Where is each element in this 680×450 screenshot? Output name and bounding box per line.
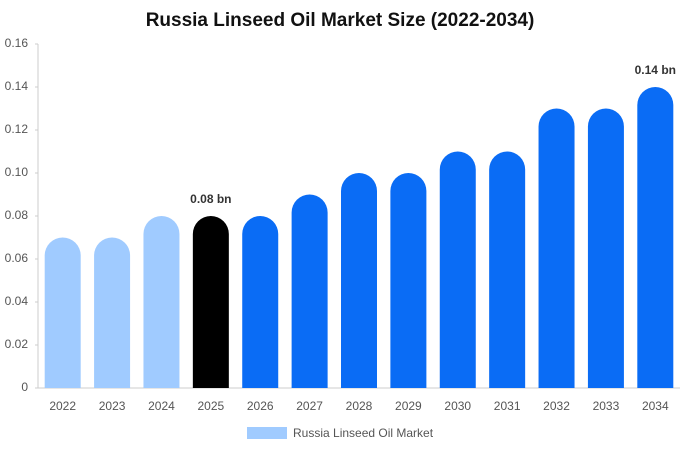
x-tick-label: 2027 [296, 399, 323, 413]
y-tick-label: 0.16 [5, 36, 29, 50]
bar [94, 237, 131, 388]
bar [143, 216, 180, 388]
x-tick-label: 2023 [99, 399, 126, 413]
data-label: 0.14 bn [635, 63, 676, 77]
bar [44, 237, 81, 388]
legend-swatch [247, 427, 287, 439]
legend-label: Russia Linseed Oil Market [293, 426, 434, 440]
x-tick-label: 2032 [543, 399, 570, 413]
bar [538, 108, 575, 388]
y-tick-label: 0.12 [5, 122, 29, 136]
x-tick-label: 2030 [444, 399, 471, 413]
y-tick-label: 0.10 [5, 165, 29, 179]
bar [341, 173, 377, 388]
bar [390, 173, 427, 388]
chart-title: Russia Linseed Oil Market Size (2022-203… [146, 10, 535, 31]
x-tick-label: 2029 [395, 399, 422, 413]
x-tick-label: 2025 [197, 399, 224, 413]
y-tick-label: 0.06 [5, 251, 29, 265]
bar [291, 194, 328, 388]
bar [587, 108, 624, 388]
y-tick-label: 0.04 [5, 294, 29, 308]
x-tick-label: 2022 [49, 399, 76, 413]
bar [489, 151, 526, 388]
x-tick-label: 2028 [346, 399, 373, 413]
x-tick-label: 2033 [593, 399, 620, 413]
y-tick-label: 0.08 [5, 208, 29, 222]
bar [192, 216, 229, 388]
data-label: 0.08 bn [190, 192, 231, 206]
bar [242, 216, 279, 388]
x-tick-label: 2034 [642, 399, 669, 413]
x-tick-label: 2026 [247, 399, 274, 413]
bar [439, 151, 476, 388]
y-tick-label: 0.14 [5, 79, 29, 93]
y-tick-label: 0.02 [5, 337, 29, 351]
x-tick-label: 2024 [148, 399, 175, 413]
x-tick-label: 2031 [494, 399, 521, 413]
y-tick-label: 0 [21, 380, 28, 394]
bar [637, 87, 674, 388]
